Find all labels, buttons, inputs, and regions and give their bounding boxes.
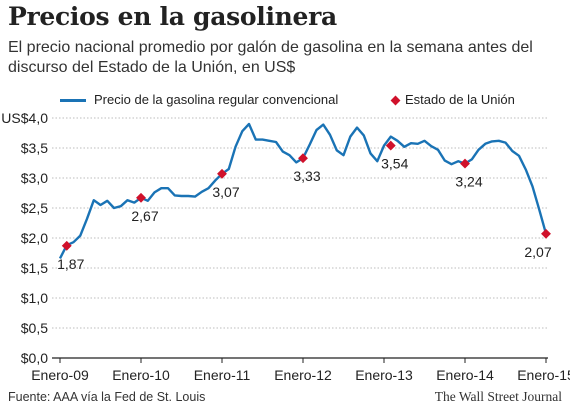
- y-tick-label: $0,5: [21, 320, 48, 336]
- state-of-union-marker: [385, 140, 396, 151]
- y-tick-label: $1,5: [21, 260, 48, 276]
- x-tick-label: Enero-13: [355, 367, 413, 383]
- state-of-union-marker: [541, 228, 551, 239]
- chart-subtitle: El precio nacional promedio por galón de…: [8, 39, 533, 76]
- y-tick-label: US$4,0: [1, 110, 48, 126]
- x-tick-label: Enero-10: [112, 367, 170, 383]
- state-of-union-marker: [61, 240, 72, 251]
- y-tick-label: $2,0: [21, 230, 48, 246]
- x-tick-label: Enero-09: [31, 367, 89, 383]
- state-of-union-marker: [136, 192, 146, 203]
- source-note: Fuente: AAA vía la Fed de St. Louis: [8, 390, 206, 404]
- legend-line-swatch: [60, 99, 86, 102]
- y-tick-label: $3,0: [21, 170, 48, 186]
- grid-layer: [52, 117, 548, 329]
- marker-value-label: 2,67: [131, 208, 158, 224]
- y-tick-label: $0,0: [21, 350, 48, 366]
- legend-marker-label: Estado de la Unión: [405, 92, 515, 107]
- x-tick-label: Enero-11: [194, 367, 251, 383]
- x-tick-label: Enero-14: [436, 367, 494, 383]
- x-tick-label: Enero-15: [517, 367, 570, 383]
- publisher-credit: The Wall Street Journal: [434, 389, 562, 404]
- state-of-union-marker: [298, 153, 308, 164]
- marker-value-label: 3,54: [381, 156, 408, 172]
- marker-value-label: 3,33: [293, 168, 320, 184]
- marker-value-label: 3,07: [212, 184, 239, 200]
- x-tick-label: Enero-12: [274, 367, 332, 383]
- marker-layer: 1,87 2,67 3,07 3,33 3,54 3,24 2,07: [57, 140, 552, 272]
- y-tick-label: $3,5: [21, 140, 48, 156]
- marker-value-label: 3,24: [455, 174, 482, 190]
- marker-value-label: 2,07: [524, 244, 551, 260]
- chart-title: Precios en la gasolinera: [8, 2, 337, 31]
- marker-value-label: 1,87: [57, 256, 84, 272]
- axis-layer: US$4,0$3,5$3,0$2,5$2,0$1,5$1,0$0,5$0,0En…: [1, 110, 570, 383]
- state-of-union-marker: [460, 158, 470, 169]
- y-tick-label: $1,0: [21, 290, 48, 306]
- state-of-union-marker: [217, 168, 227, 179]
- legend-line-label: Precio de la gasolina regular convencion…: [94, 92, 339, 107]
- y-tick-label: $2,5: [21, 200, 48, 216]
